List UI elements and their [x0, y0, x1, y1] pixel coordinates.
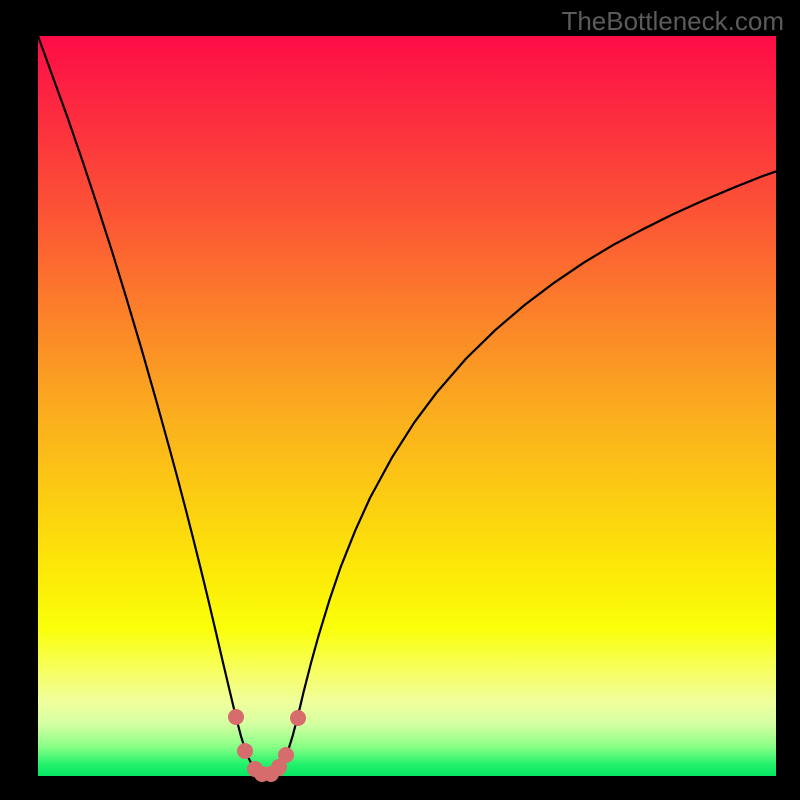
watermark-text: TheBottleneck.com [561, 6, 784, 37]
scatter-dot [228, 709, 244, 725]
scatter-dot [237, 743, 253, 759]
scatter-dot [290, 710, 306, 726]
scatter-layer [0, 0, 800, 800]
chart-root: TheBottleneck.com [0, 0, 800, 800]
scatter-dot [278, 747, 294, 763]
